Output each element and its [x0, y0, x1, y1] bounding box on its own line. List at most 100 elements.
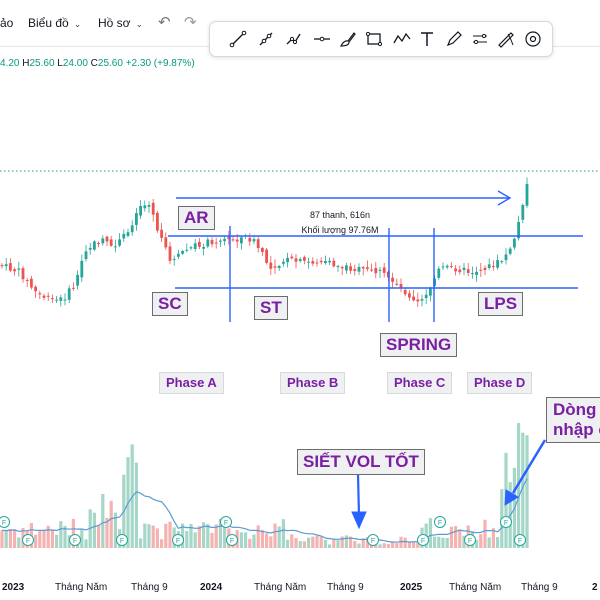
volume-marker-circle [116, 534, 128, 546]
volume-bar [197, 526, 201, 548]
horizontal-line-icon[interactable] [310, 27, 334, 51]
candle-body [156, 212, 159, 231]
x-tick: Tháng Năm [55, 582, 108, 593]
candle-body [349, 266, 352, 271]
vol-squeeze-label: SIẾT VOL TỐT [297, 449, 425, 475]
candle-body [130, 225, 134, 233]
undo-icon[interactable]: ↶ [158, 14, 171, 31]
ohlc-close-label: C [90, 58, 98, 69]
volume-bar [353, 540, 357, 548]
pen-icon[interactable] [442, 27, 466, 51]
candle-body [248, 237, 252, 242]
candle-body [168, 246, 172, 261]
candle-body [172, 258, 176, 260]
candle-body [9, 263, 12, 271]
candle-body [177, 253, 180, 257]
volume-bar [239, 532, 243, 548]
volume-marker-circle [464, 534, 476, 546]
profile-dropdown[interactable]: Hồ sơ ⌄ [98, 12, 143, 34]
candle-body [357, 266, 361, 272]
volume-bar [260, 529, 264, 548]
st-label: ST [254, 296, 288, 320]
candle-body [63, 299, 67, 301]
candle-body [298, 259, 302, 261]
candle-body [240, 237, 243, 244]
volume-bar [496, 537, 500, 548]
candle-body [227, 236, 231, 240]
candles [0, 177, 529, 307]
candle-body [181, 251, 184, 254]
candle-body [391, 277, 394, 282]
candle-body [114, 246, 117, 248]
candle-body [126, 232, 130, 236]
candle-body [189, 247, 193, 249]
text-icon[interactable] [415, 27, 439, 51]
ray-icon[interactable] [254, 27, 278, 51]
volume-marker-circle [172, 534, 184, 546]
candle-body [466, 269, 470, 274]
measure-icon[interactable] [494, 27, 518, 51]
volume-bar [286, 539, 290, 548]
sc-label: SC [152, 292, 188, 316]
volume-marker-circle [226, 534, 238, 546]
polyline-icon[interactable] [282, 27, 306, 51]
candle-body [303, 257, 306, 261]
volume-markers: F F F F F F F F F F F F F [0, 516, 526, 546]
volume-bar [151, 525, 155, 548]
candle-body [332, 260, 336, 267]
rectangle-icon[interactable] [362, 27, 386, 51]
candle-body [307, 261, 310, 263]
candle-body [135, 213, 138, 225]
volume-bar [42, 530, 46, 548]
volume-bar [277, 526, 281, 548]
x-tick: Tháng 9 [131, 582, 168, 593]
candle-body [340, 266, 344, 269]
ar-label: AR [178, 206, 215, 230]
volume-bar [80, 529, 84, 548]
candle-body [382, 267, 386, 273]
candle-body [370, 269, 373, 271]
volume-bar [0, 530, 4, 548]
volume-bar [311, 536, 315, 548]
candle-body [101, 238, 105, 244]
candle-body [273, 266, 277, 268]
redo-icon[interactable]: ↷ [184, 14, 197, 31]
volume-bar [168, 521, 172, 548]
target-icon[interactable] [521, 27, 545, 51]
parallel-channel-icon[interactable] [468, 27, 492, 51]
candle-body [223, 238, 226, 242]
candle-body [109, 239, 113, 246]
candle-body [13, 269, 16, 272]
candle-body [210, 239, 214, 245]
x-tick: Tháng Năm [449, 582, 502, 593]
volume-marker-label: F [371, 538, 375, 545]
candle-body [269, 262, 273, 269]
candle-body [277, 265, 281, 269]
ohlc-low-label: L [57, 58, 63, 69]
volume-bar [273, 523, 277, 548]
volume-bar [13, 529, 17, 548]
volume-bar [50, 530, 54, 548]
volume-bar [67, 535, 71, 548]
toolbar-partial-item[interactable]: ảo [0, 12, 13, 34]
volume-bar [84, 539, 88, 548]
candle-body [122, 233, 126, 239]
candle-body [55, 299, 58, 301]
candle-body [17, 268, 21, 270]
volume-bar [344, 535, 348, 548]
candle-body [324, 260, 327, 264]
volume-bar [399, 536, 403, 548]
ohlc-low: 24.00 [62, 58, 88, 69]
trendline-icon[interactable] [226, 27, 250, 51]
candle-body [105, 236, 109, 242]
candle-body [458, 269, 462, 273]
brush-icon[interactable] [336, 27, 360, 51]
ohlc-high-label: H [22, 58, 30, 69]
chart-type-dropdown[interactable]: Biểu đồ ⌄ [28, 12, 81, 34]
phase-c-label: Phase C [387, 372, 453, 394]
markup-arrowhead [497, 190, 512, 206]
path-icon[interactable] [390, 27, 414, 51]
ohlc-change: +2.30 (+9.87%) [125, 58, 195, 69]
volume-bar [189, 523, 193, 548]
